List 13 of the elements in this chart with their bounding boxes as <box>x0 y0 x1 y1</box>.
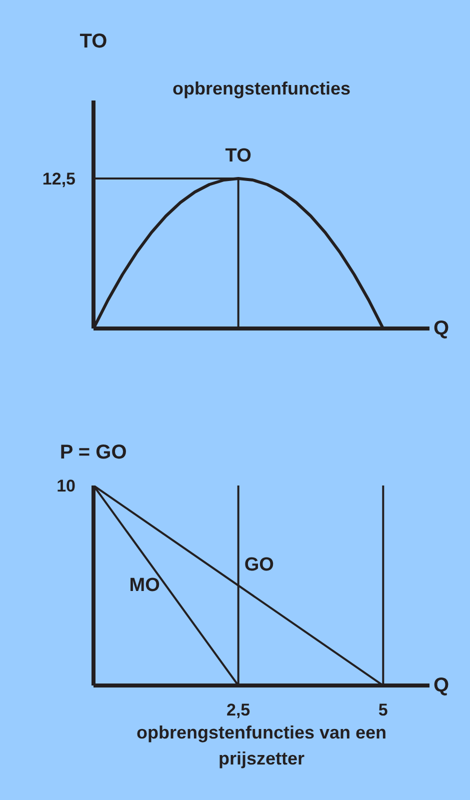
x-tick-label: 5 <box>378 700 388 720</box>
text: 10 <box>56 476 76 496</box>
text: opbrengstenfuncties van een prijszetter <box>136 722 387 768</box>
x-tick-label: 2,5 <box>226 700 250 720</box>
x-axis-title: Q <box>434 674 450 696</box>
x-axis-title: Q <box>434 318 450 340</box>
y-axis-title: TO <box>80 30 108 52</box>
series-label: GO <box>244 554 274 576</box>
text: 12,5 <box>42 170 76 188</box>
series-label: MO <box>129 575 160 596</box>
chart-title: opbrengstenfuncties <box>172 78 351 98</box>
series-label: TO <box>225 146 252 166</box>
y-axis-title: P = GO <box>60 442 127 464</box>
